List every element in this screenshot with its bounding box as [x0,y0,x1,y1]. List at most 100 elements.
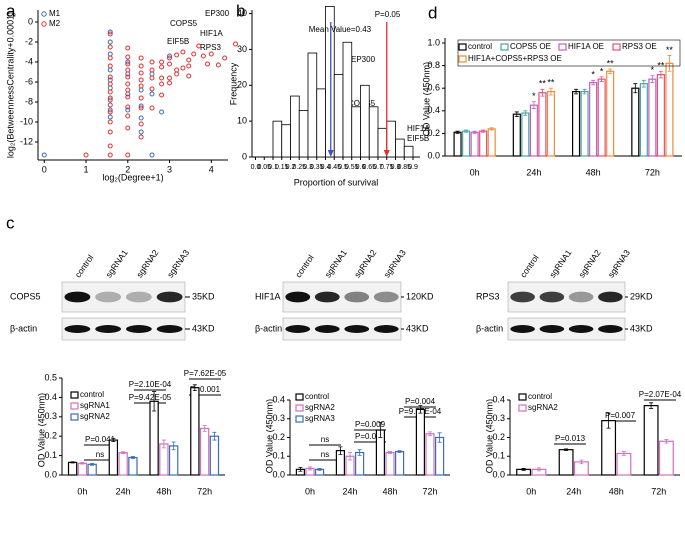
error-bar [606,412,611,429]
point [191,51,197,57]
legend-swatch [612,43,621,51]
x-tick-label: 48h [156,486,171,496]
legend-label: control [80,390,104,399]
y-tick-label: 0.0 [427,150,440,160]
y-tick-label: 0.3 [44,411,57,421]
point [208,51,214,57]
point [107,102,113,108]
x-tick-label: 0h [470,167,480,177]
legend-label: M2 [49,19,61,28]
bar [77,462,88,476]
y-tick-label: -2 [25,36,33,46]
bar [168,445,179,476]
bar [658,440,674,476]
point [149,67,155,73]
point [125,59,131,65]
x-tick-label: 24h [526,167,541,177]
legend-label: control [305,392,329,401]
bar [546,90,556,157]
point [107,89,113,95]
y-tick-label: 0.3 [492,413,505,423]
point [107,109,113,115]
size-label: 35KD [192,291,215,301]
point [200,53,206,59]
x-tick-label: 0 [42,164,47,174]
legend-label: sgRNA2 [528,403,558,412]
legend-swatch [458,55,467,63]
point [107,95,113,101]
y-tick-label: 0 [242,151,247,161]
point [186,63,192,69]
blot-band [539,325,565,333]
significance: * [591,70,595,80]
error-bar [531,101,536,109]
point [107,107,113,113]
blot-band [314,325,340,333]
bar [643,405,659,476]
y-tick-label: 0.1 [272,451,285,461]
error-bar [171,441,176,451]
x-tick-label: 48h [586,167,601,177]
arrowhead [383,150,390,157]
bar [159,443,169,476]
y-tick-label: 0.2 [272,432,285,442]
y-tick-label: 20 [237,80,247,90]
size-label: 43KD [192,323,215,333]
blot-band [125,291,152,303]
legend-label: COPS5 OE [510,42,551,51]
point [138,83,144,89]
reference-label: Mean Value=0.43 [309,25,372,34]
lane-label: control [293,253,316,280]
protein-label: COPS5 [10,291,41,301]
x-axis-label: log₂(Degree+1) [102,172,163,182]
y-axis-label: OD Value (450nm) [36,393,46,467]
error-bar [641,79,646,88]
legend-marker [41,21,47,27]
y-tick-label: 0.0 [44,469,57,479]
error-bar [489,127,494,131]
annotation: HIF1A [200,29,223,38]
bar [415,408,425,476]
point [41,152,47,158]
x-tick-label: 24h [342,486,357,496]
annotation: COPS5 [170,19,198,28]
bar [316,88,326,158]
point [125,152,131,158]
annotation: EIF5B [407,134,429,143]
point [159,75,165,81]
x-tick-label: 48h [609,486,624,496]
error-bar [152,391,157,412]
legend-swatch [295,393,304,401]
lane-label: sgRNA3 [382,248,409,280]
point [138,87,144,93]
panel-label: b [236,1,245,20]
legend-label: control [468,42,492,51]
error-bar [523,110,528,116]
x-tick-label: 0.8 [391,164,401,171]
blot-band [314,291,340,303]
blot-band [510,291,535,303]
x-tick-label: 0.7 [373,164,383,171]
bar [487,128,496,157]
y-tick-label: 0.8 [427,60,440,70]
point [138,103,144,109]
error-bar [582,88,587,95]
point [159,92,165,98]
point [138,129,144,135]
error-bar [397,450,402,453]
error-bar [658,70,663,79]
error-bar [378,422,383,438]
bar [395,450,405,476]
blot-band [344,325,370,333]
significance: * [532,91,536,101]
lane-label: sgRNA2 [134,248,161,280]
blot-band [373,291,399,303]
error-bar [472,130,477,134]
error-bar [428,431,432,437]
error-bar [90,462,95,466]
error-bar [548,87,553,96]
blot-band [285,325,311,333]
point [167,75,173,81]
bar [360,84,370,158]
bar [190,387,200,476]
